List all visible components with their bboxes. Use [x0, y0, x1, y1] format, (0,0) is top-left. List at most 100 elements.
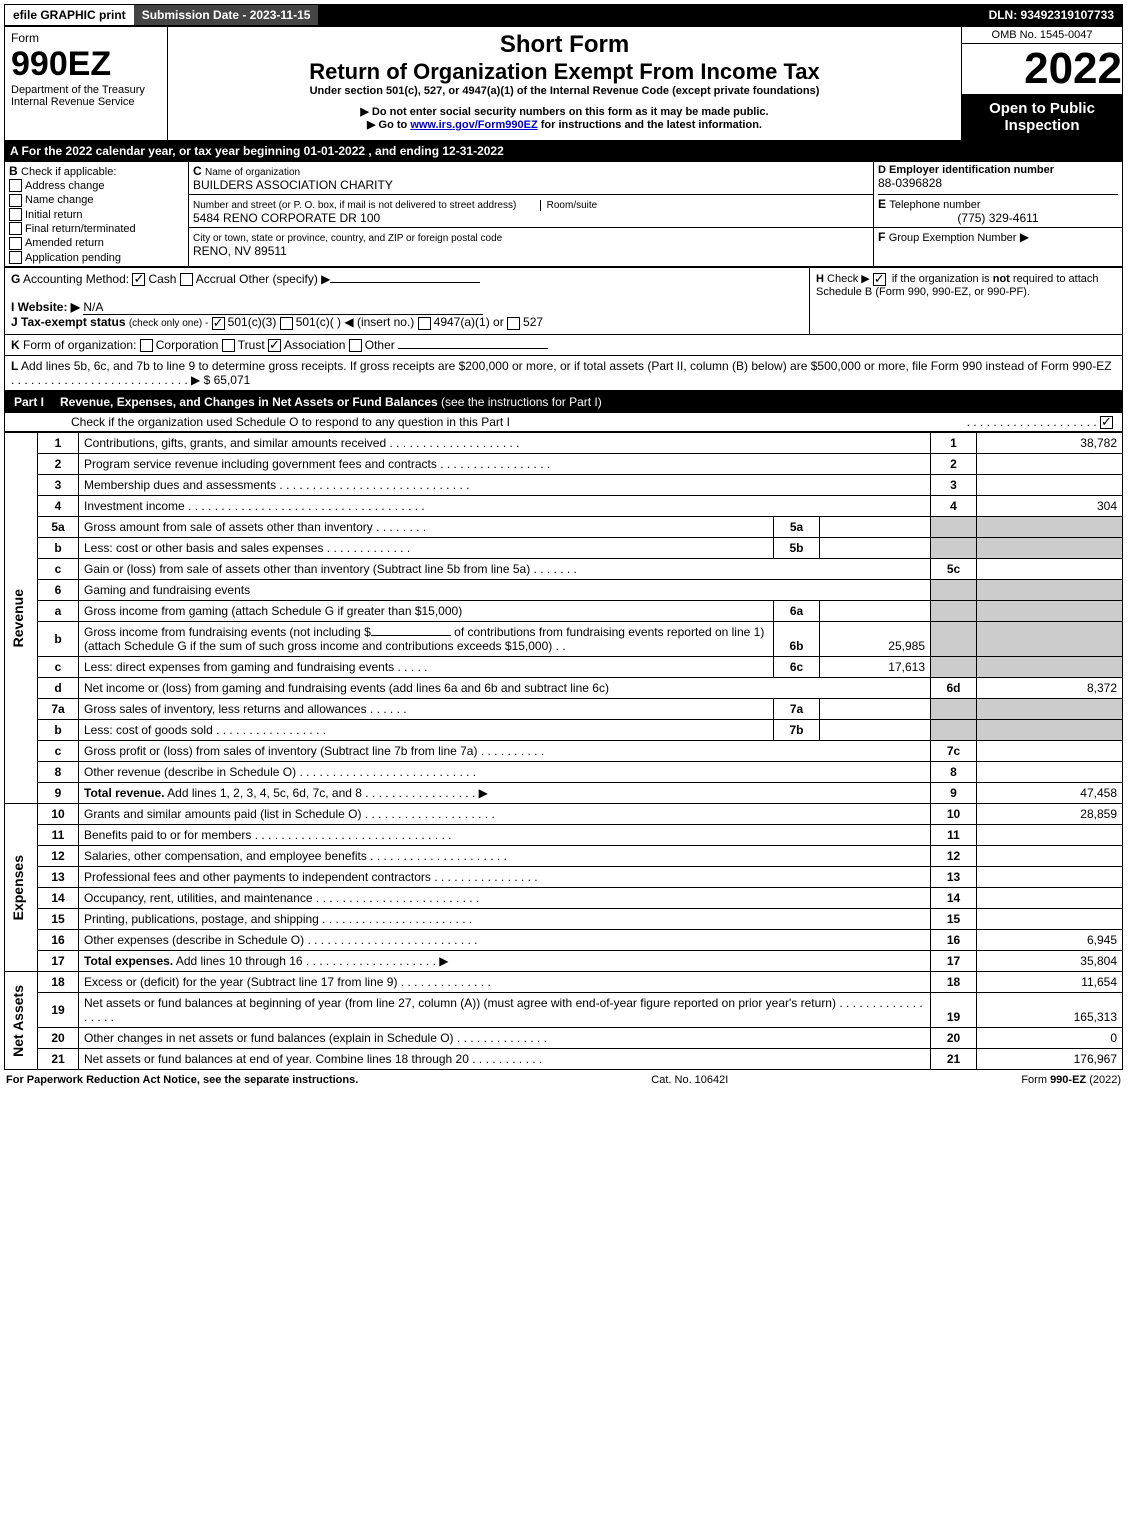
- check-only-one: (check only one) -: [129, 318, 208, 329]
- line-9-amt: 47,458: [977, 783, 1123, 804]
- line-13-desc: Professional fees and other payments to …: [84, 870, 431, 884]
- line-13-box: 13: [931, 867, 977, 888]
- telephone: (775) 329-4611: [878, 211, 1118, 225]
- grey-6a-amt: [977, 601, 1123, 622]
- trust-checkbox[interactable]: [222, 339, 235, 352]
- instructions-note: ▶ Go to www.irs.gov/Form990EZ for instru…: [174, 118, 955, 131]
- line-21-desc: Net assets or fund balances at end of ye…: [84, 1052, 469, 1066]
- efile-label[interactable]: efile GRAPHIC print: [5, 5, 134, 25]
- opt-application-pending: Application pending: [25, 252, 121, 264]
- section-g-label: G: [11, 272, 20, 286]
- corporation-checkbox[interactable]: [140, 339, 153, 352]
- 527-checkbox[interactable]: [507, 317, 520, 330]
- other-specify-field[interactable]: [330, 282, 480, 283]
- line-19-num: 19: [38, 993, 79, 1028]
- association-checkbox[interactable]: [268, 339, 281, 352]
- line-6a-subbox: 6a: [774, 601, 820, 622]
- line-1-desc: Contributions, gifts, grants, and simila…: [84, 436, 386, 450]
- line-17-num: 17: [38, 951, 79, 972]
- address-change-checkbox[interactable]: [9, 179, 22, 192]
- initial-return-checkbox[interactable]: [9, 208, 22, 221]
- other-org-checkbox[interactable]: [349, 339, 362, 352]
- name-change-checkbox[interactable]: [9, 194, 22, 207]
- form-of-org-label: Form of organization:: [23, 338, 136, 352]
- line-12-num: 12: [38, 846, 79, 867]
- other-org-field[interactable]: [398, 348, 548, 349]
- grey-6-amt: [977, 580, 1123, 601]
- line-5b-subbox: 5b: [774, 538, 820, 559]
- line-10-desc: Grants and similar amounts paid (list in…: [84, 807, 361, 821]
- line-8-desc: Other revenue (describe in Schedule O): [84, 765, 296, 779]
- line-7a-num: 7a: [38, 699, 79, 720]
- line-11-num: 11: [38, 825, 79, 846]
- part1-check-row: Check if the organization used Schedule …: [4, 413, 1123, 432]
- line-6a-desc: Gross income from gaming (attach Schedul…: [84, 604, 462, 618]
- line-6b-num: b: [38, 622, 79, 657]
- 501c-checkbox[interactable]: [280, 317, 293, 330]
- line-6a-num: a: [38, 601, 79, 622]
- line-1-amt: 38,782: [977, 433, 1123, 454]
- line-7c-box: 7c: [931, 741, 977, 762]
- line-9-num: 9: [38, 783, 79, 804]
- line-7a-desc: Gross sales of inventory, less returns a…: [84, 702, 367, 716]
- revenue-side-label: Revenue: [10, 589, 26, 647]
- line-21-box: 21: [931, 1049, 977, 1070]
- opt-other-org: Other: [365, 338, 395, 352]
- grey-5b: [931, 538, 977, 559]
- address-label: Number and street (or P. O. box, if mail…: [193, 200, 516, 211]
- line-15-box: 15: [931, 909, 977, 930]
- 4947-checkbox[interactable]: [418, 317, 431, 330]
- room-label: Room/suite: [540, 200, 598, 211]
- line-6c-desc: Less: direct expenses from gaming and fu…: [84, 660, 394, 674]
- line-5b-num: b: [38, 538, 79, 559]
- final-return-checkbox[interactable]: [9, 222, 22, 235]
- application-pending-checkbox[interactable]: [9, 251, 22, 264]
- line-4-num: 4: [38, 496, 79, 517]
- line-2-amt: [977, 454, 1123, 475]
- form-header: Form 990EZ Department of the Treasury In…: [4, 26, 1123, 141]
- schedule-o-checkbox[interactable]: [1100, 416, 1113, 429]
- accounting-method-label: Accounting Method:: [23, 272, 129, 286]
- 6b-blank[interactable]: [371, 635, 451, 636]
- line-5a-subamt: [820, 517, 931, 538]
- line-14-box: 14: [931, 888, 977, 909]
- city-state-zip: RENO, NV 89511: [193, 244, 287, 258]
- line-2-num: 2: [38, 454, 79, 475]
- section-e-label: E: [878, 197, 886, 211]
- amended-return-checkbox[interactable]: [9, 237, 22, 250]
- line-5c-amt: [977, 559, 1123, 580]
- line-9-desc2: Add lines 1, 2, 3, 4, 5c, 6d, 7c, and 8: [164, 786, 361, 800]
- form-subtitle: Under section 501(c), 527, or 4947(a)(1)…: [174, 85, 955, 97]
- line-4-box: 4: [931, 496, 977, 517]
- 501c3-checkbox[interactable]: [212, 317, 225, 330]
- tax-year: 2022: [962, 44, 1122, 94]
- h-not: not: [993, 273, 1010, 285]
- cash-checkbox[interactable]: [132, 273, 145, 286]
- line-7c-amt: [977, 741, 1123, 762]
- line-5c-desc: Gain or (loss) from sale of assets other…: [84, 562, 530, 576]
- group-arrow-icon: ▶: [1020, 230, 1029, 244]
- line-5c-num: c: [38, 559, 79, 580]
- section-h-label: H: [816, 273, 824, 285]
- schedule-b-checkbox[interactable]: [873, 273, 886, 286]
- line-8-amt: [977, 762, 1123, 783]
- line-17-desc2: Add lines 10 through 16: [173, 954, 302, 968]
- line-6c-num: c: [38, 657, 79, 678]
- line-5b-subamt: [820, 538, 931, 559]
- line-3-num: 3: [38, 475, 79, 496]
- line-13-amt: [977, 867, 1123, 888]
- irs-link[interactable]: www.irs.gov/Form990EZ: [410, 119, 537, 131]
- line-3-desc: Membership dues and assessments: [84, 478, 276, 492]
- line-17-box: 17: [931, 951, 977, 972]
- section-c-label: C: [193, 164, 202, 178]
- line-7b-desc: Less: cost of goods sold: [84, 723, 213, 737]
- accrual-checkbox[interactable]: [180, 273, 193, 286]
- line-7b-subbox: 7b: [774, 720, 820, 741]
- line-9-box: 9: [931, 783, 977, 804]
- line-14-amt: [977, 888, 1123, 909]
- line-4-desc: Investment income: [84, 499, 185, 513]
- line-8-num: 8: [38, 762, 79, 783]
- line-18-desc: Excess or (deficit) for the year (Subtra…: [84, 975, 397, 989]
- inspection-box: Open to Public Inspection: [962, 94, 1122, 140]
- line-11-desc: Benefits paid to or for members: [84, 828, 251, 842]
